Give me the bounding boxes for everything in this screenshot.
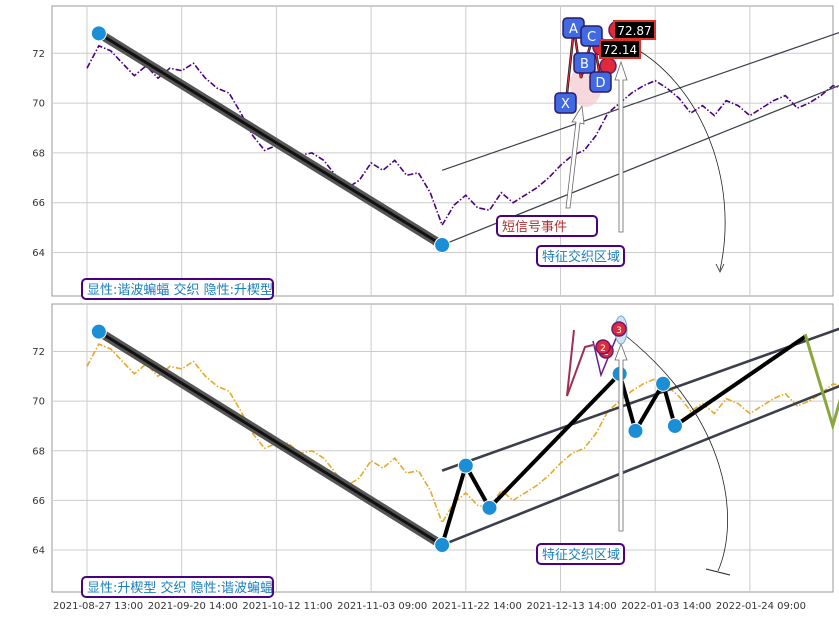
svg-text:D: D xyxy=(595,76,605,91)
channel-upper xyxy=(441,327,839,472)
x-tick-label: 2022-01-24 09:00 xyxy=(716,601,806,612)
y-tick-label: 68 xyxy=(32,148,45,159)
series-layer xyxy=(86,44,839,525)
price-label-1: 72.87 xyxy=(613,20,656,40)
bottom-caption-box: 显性:升楔型 交织 隐性:谐波蝙蝠 xyxy=(81,576,274,598)
y-tick-label: 72 xyxy=(32,49,45,60)
arc-curve xyxy=(626,43,726,271)
top-caption-text: 显性:谐波蝙蝠 交织 隐性:升楔型 xyxy=(87,282,273,298)
y-tick-label: 70 xyxy=(32,99,45,110)
svg-text:3: 3 xyxy=(616,326,622,336)
pattern-leg xyxy=(440,463,468,548)
short-signal-text: 短信号事件 xyxy=(502,220,567,235)
marker-3: 3 xyxy=(611,321,627,337)
pattern-node xyxy=(666,417,683,434)
bottom-feature-zone-box: 特征交织区域 xyxy=(536,543,625,565)
short-signal-box: 短信号事件 xyxy=(496,215,598,237)
series-line xyxy=(86,343,839,525)
pattern-node xyxy=(481,499,498,516)
pattern-node xyxy=(655,375,672,392)
arc-curve xyxy=(625,335,728,572)
svg-text:C: C xyxy=(587,30,596,45)
marker-B: B xyxy=(573,52,596,74)
zone-arrow xyxy=(614,60,628,233)
y-tick-label: 64 xyxy=(32,546,45,557)
pattern-leg xyxy=(463,463,492,510)
y-tick-label: 66 xyxy=(32,496,45,507)
pattern-node xyxy=(90,323,107,340)
marker-C: C xyxy=(580,25,603,47)
pattern-node xyxy=(90,25,107,42)
marker-X: X xyxy=(554,92,577,114)
svg-text:B: B xyxy=(580,57,589,72)
marker-2: 2 xyxy=(595,339,611,355)
marker-A: A xyxy=(562,17,585,39)
bottom-caption-text: 显性:升楔型 交织 隐性:谐波蝙蝠 xyxy=(87,580,273,596)
x-tick-label: 2022-01-03 14:00 xyxy=(621,601,711,612)
pattern-leg xyxy=(633,381,666,433)
x-tick-label: 2021-09-20 14:00 xyxy=(148,601,238,612)
marker-D: D xyxy=(589,71,612,93)
y-tick-label: 72 xyxy=(32,347,45,358)
pattern-node xyxy=(434,237,451,254)
projection-green xyxy=(803,333,839,432)
pattern-node xyxy=(627,422,644,439)
pattern-leg-core xyxy=(98,32,443,247)
top-feature-zone-text: 特征交织区域 xyxy=(542,249,620,265)
arc-arrowhead xyxy=(715,263,725,273)
svg-text:A: A xyxy=(569,22,578,37)
y-tick-label: 64 xyxy=(32,248,45,259)
channel-upper xyxy=(441,31,839,171)
pattern-leg xyxy=(672,334,808,428)
svg-text:2: 2 xyxy=(600,344,606,354)
grid-layer: 64 66 68 70 72 64 66 68 70 72 2021-08-27 13:00 2021… xyxy=(32,6,833,612)
pattern-leg-core xyxy=(98,330,443,547)
y-tick-label: 68 xyxy=(32,446,45,457)
svg-text:72.87: 72.87 xyxy=(617,24,651,38)
wedge-mini-2 xyxy=(592,330,620,378)
pattern-leg xyxy=(487,371,622,510)
wedge-mini xyxy=(566,329,594,397)
arc-end-tick xyxy=(705,568,731,576)
y-tick-label: 66 xyxy=(32,198,45,209)
top-caption-box: 显性:谐波蝙蝠 交织 隐性:升楔型 xyxy=(81,278,274,300)
x-tick-label: 2021-08-27 13:00 xyxy=(53,601,143,612)
overlay-layer xyxy=(90,20,839,576)
bottom-feature-zone-text: 特征交织区域 xyxy=(542,547,620,563)
channel-lower xyxy=(441,384,839,547)
signal-arrow xyxy=(565,104,585,209)
y-tick-label: 70 xyxy=(32,397,45,408)
up-arrow xyxy=(614,342,628,532)
x-tick-label: 2021-10-12 11:00 xyxy=(242,601,332,612)
svg-text:X: X xyxy=(561,97,570,112)
top-feature-zone-box: 特征交织区域 xyxy=(536,245,625,267)
pattern-node xyxy=(434,537,451,554)
svg-text:72.14: 72.14 xyxy=(603,43,637,57)
series-line xyxy=(86,44,839,227)
x-tick-label: 2021-11-22 14:00 xyxy=(432,601,522,612)
pattern-node xyxy=(457,457,474,474)
price-label-2: 72.14 xyxy=(599,39,641,59)
x-tick-label: 2021-11-03 09:00 xyxy=(337,601,427,612)
x-tick-label: 2021-12-13 14:00 xyxy=(527,601,617,612)
